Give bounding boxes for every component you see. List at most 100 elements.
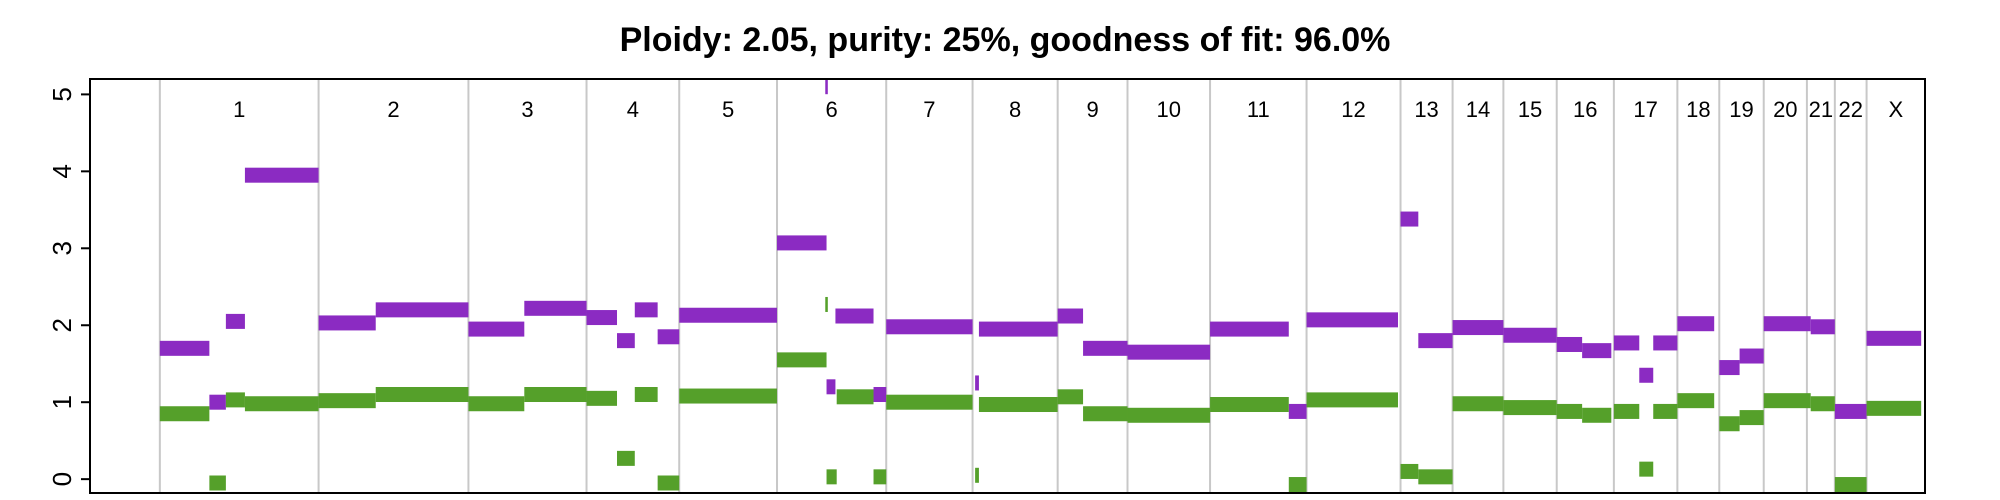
- segment: [209, 394, 226, 410]
- segment: [1763, 316, 1811, 332]
- segment: [975, 467, 979, 483]
- segment: [873, 469, 887, 485]
- segment: [1639, 367, 1654, 383]
- segment: [468, 321, 525, 337]
- segment: [1418, 469, 1453, 485]
- segment: [978, 321, 1058, 337]
- segment: [1613, 403, 1640, 419]
- segment: [657, 475, 680, 491]
- segment: [1306, 392, 1398, 408]
- chromosome-label: 5: [722, 97, 734, 122]
- segment: [586, 310, 618, 326]
- segment: [825, 296, 828, 312]
- segment: [1057, 308, 1084, 324]
- segment: [1613, 335, 1640, 351]
- segment: [1719, 360, 1740, 376]
- segment: [159, 406, 210, 422]
- segment: [657, 329, 680, 345]
- segment: [225, 392, 245, 408]
- chromosome-label: 16: [1573, 97, 1597, 122]
- segment: [524, 387, 587, 403]
- chromosome-label: 17: [1633, 97, 1657, 122]
- segment: [886, 394, 973, 410]
- segment: [1677, 393, 1715, 409]
- segment: [1763, 393, 1811, 409]
- segment: [586, 390, 618, 406]
- segment: [375, 387, 469, 403]
- segment: [1834, 403, 1867, 419]
- chromosome-label: 7: [923, 97, 935, 122]
- segment: [826, 379, 836, 395]
- segment: [1739, 410, 1764, 426]
- segment: [1452, 396, 1504, 412]
- segment: [375, 302, 469, 318]
- plot-frame: [89, 78, 1926, 494]
- chromosome-label: 15: [1518, 97, 1542, 122]
- segment: [886, 319, 973, 335]
- segment: [1127, 344, 1211, 360]
- segment: [777, 235, 827, 251]
- segment: [1418, 333, 1453, 349]
- segment: [975, 375, 979, 391]
- segment: [1452, 320, 1504, 336]
- segment: [159, 340, 210, 356]
- chromosome-label: 1: [233, 97, 245, 122]
- segment: [1503, 400, 1557, 416]
- segment: [679, 388, 778, 404]
- y-tick-label: 2: [47, 318, 77, 332]
- chart-title: Ploidy: 2.05, purity: 25%, goodness of f…: [620, 21, 1391, 59]
- chromosome-label: 2: [387, 97, 399, 122]
- segment: [617, 333, 635, 349]
- y-tick-label: 3: [47, 241, 77, 255]
- chromosome-label: 20: [1773, 97, 1797, 122]
- segment: [468, 396, 525, 412]
- segment: [209, 475, 226, 491]
- chromosome-label: 21: [1809, 97, 1833, 122]
- segment: [1739, 348, 1764, 364]
- segment: [617, 450, 635, 466]
- chromosome-label: 19: [1729, 97, 1753, 122]
- segment: [1677, 316, 1715, 332]
- chromosome-label: 6: [825, 97, 837, 122]
- segment: [1810, 319, 1835, 335]
- segment: [835, 308, 874, 324]
- chromosome-label: 4: [627, 97, 639, 122]
- chromosome-label: 8: [1009, 97, 1021, 122]
- y-tick-label: 0: [47, 472, 77, 486]
- segment: [1810, 396, 1835, 412]
- segment: [1306, 312, 1398, 328]
- segment: [318, 393, 376, 409]
- segment: [1719, 416, 1740, 432]
- chromosome-label: X: [1888, 97, 1903, 122]
- segment: [1556, 403, 1583, 419]
- segment: [1866, 400, 1922, 416]
- segment: [1653, 335, 1678, 351]
- segment: [1127, 407, 1211, 423]
- y-tick-label: 1: [47, 395, 77, 409]
- segment: [634, 302, 658, 318]
- chromosome-label: 11: [1247, 97, 1270, 122]
- chromosome-label: 9: [1086, 97, 1098, 122]
- segment: [225, 313, 245, 329]
- segment: [1582, 407, 1612, 423]
- segment: [1582, 343, 1612, 359]
- segment: [1653, 403, 1678, 419]
- segment: [524, 300, 587, 316]
- segment: [1400, 211, 1419, 227]
- segment: [1866, 330, 1922, 346]
- segment: [1400, 463, 1419, 479]
- segment: [244, 167, 319, 183]
- segment: [978, 397, 1058, 413]
- segment: [679, 307, 778, 323]
- segment: [1083, 340, 1128, 356]
- y-tick-label: 4: [47, 164, 77, 178]
- segment: [1057, 389, 1084, 405]
- segment: [1834, 477, 1867, 493]
- chromosome-label: 3: [521, 97, 533, 122]
- segment: [1210, 397, 1289, 413]
- chromosome-label: 22: [1838, 97, 1862, 122]
- segment: [318, 315, 376, 331]
- segment: [825, 79, 828, 95]
- segment: [836, 389, 874, 405]
